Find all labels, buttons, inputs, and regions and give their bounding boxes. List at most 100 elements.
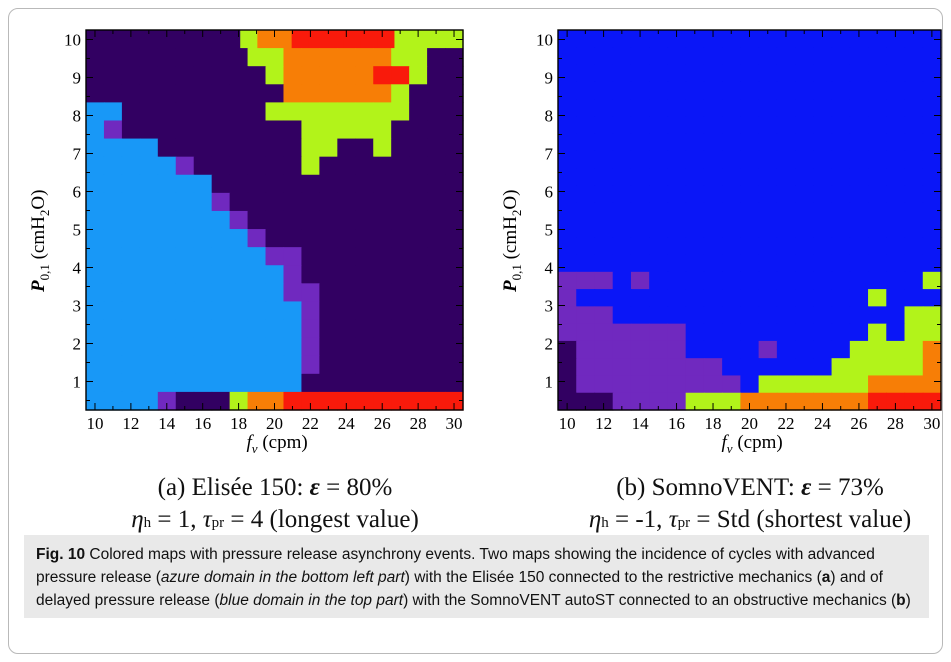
heatmap-cell bbox=[558, 271, 577, 290]
heatmap-cell bbox=[139, 84, 159, 103]
heatmap-cell bbox=[103, 391, 123, 411]
x-tick-label: 18 bbox=[705, 414, 722, 433]
subcaption-a-prefix: (a) Elisée 150: bbox=[157, 474, 304, 501]
heatmap-cell bbox=[175, 174, 195, 194]
heatmap-cell bbox=[722, 271, 741, 290]
heatmap-cell bbox=[904, 150, 924, 169]
heatmap-cell bbox=[223, 30, 241, 49]
heatmap-cell bbox=[776, 30, 796, 48]
heatmap-cell bbox=[813, 185, 833, 204]
heatmap-cell bbox=[831, 150, 851, 169]
heatmap-cell bbox=[86, 84, 105, 103]
heatmap-cell bbox=[247, 337, 267, 357]
heatmap-cell bbox=[355, 156, 374, 176]
heatmap-cell bbox=[558, 340, 577, 359]
heatmap-cell bbox=[337, 138, 356, 158]
heatmap-cell bbox=[445, 265, 464, 284]
heatmap-cell bbox=[649, 271, 669, 290]
heatmap-cell bbox=[247, 84, 267, 103]
heatmap-cell bbox=[649, 306, 669, 325]
x-tick-label: 22 bbox=[302, 414, 319, 433]
heatmap-cell bbox=[813, 323, 833, 342]
x-tick-label: 10 bbox=[559, 414, 576, 433]
heatmap-cell bbox=[922, 150, 942, 169]
heatmap-cell bbox=[831, 47, 851, 66]
heatmap-cell bbox=[283, 120, 303, 140]
heatmap-cell bbox=[649, 116, 669, 135]
heatmap-cell bbox=[813, 168, 833, 187]
heatmap-cell bbox=[193, 174, 213, 194]
heatmap-cell bbox=[685, 116, 705, 135]
heatmap-cell bbox=[776, 150, 796, 169]
heatmap-cell bbox=[849, 150, 869, 169]
x-tick-label: 30 bbox=[446, 414, 463, 433]
heatmap-cell bbox=[391, 265, 410, 284]
heatmap-cell bbox=[193, 355, 213, 375]
heatmap-cell bbox=[193, 210, 213, 230]
heatmap-cell bbox=[211, 84, 231, 103]
heatmap-cell bbox=[630, 358, 650, 377]
heatmap-cell bbox=[103, 229, 123, 248]
heatmap-cell bbox=[157, 120, 177, 140]
heatmap-cell bbox=[103, 265, 123, 284]
heatmap-cell bbox=[904, 133, 924, 152]
heatmap-cell bbox=[576, 375, 596, 394]
heatmap-cell bbox=[740, 220, 760, 238]
heatmap-cell bbox=[703, 220, 723, 238]
heatmap-cell bbox=[229, 301, 249, 321]
heatmap-cell bbox=[904, 358, 924, 377]
x-tick-label: 28 bbox=[410, 414, 427, 433]
heatmap-cell bbox=[868, 220, 887, 238]
heatmap-cell bbox=[813, 340, 833, 359]
heatmap-cell bbox=[86, 66, 105, 85]
heatmap-cell bbox=[247, 210, 267, 230]
heatmap-cell bbox=[337, 391, 356, 411]
heatmap-cell bbox=[265, 102, 285, 122]
heatmap-cell bbox=[758, 30, 778, 48]
heatmap-cell bbox=[121, 66, 141, 85]
heatmap-cell bbox=[849, 306, 869, 325]
heatmap-cell bbox=[886, 185, 906, 204]
heatmap-cell bbox=[630, 99, 650, 117]
heatmap-cell bbox=[868, 271, 887, 290]
heatmap-cell bbox=[247, 247, 267, 266]
heatmap-cell bbox=[391, 174, 410, 194]
heatmap-cell bbox=[795, 168, 814, 187]
heatmap-cell bbox=[630, 220, 650, 238]
heatmap-cell bbox=[594, 81, 614, 100]
heatmap-cell bbox=[776, 237, 796, 256]
heatmap-cell bbox=[922, 392, 942, 411]
heatmap-cell bbox=[558, 237, 577, 256]
heatmap-cell bbox=[121, 319, 141, 339]
heatmap-cell bbox=[849, 220, 869, 238]
heatmap-cell bbox=[265, 66, 285, 85]
heatmap-cell bbox=[229, 66, 249, 85]
heatmap-cell bbox=[758, 323, 778, 342]
heatmap-cell bbox=[121, 265, 141, 284]
heatmap-cell bbox=[594, 99, 614, 117]
heatmap-cell bbox=[667, 150, 687, 169]
heatmap-cell bbox=[776, 202, 796, 221]
heatmap-cell bbox=[795, 99, 814, 117]
x-tick-label: 12 bbox=[595, 414, 612, 433]
x-tick-label: 16 bbox=[668, 414, 685, 433]
heatmap-cell bbox=[667, 237, 687, 256]
heatmap-cell bbox=[409, 210, 428, 230]
heatmap-cell bbox=[722, 237, 741, 256]
heatmap-cell bbox=[740, 271, 760, 290]
heatmap-cell bbox=[175, 391, 195, 411]
heatmap-cell bbox=[193, 229, 213, 248]
figure-caption: Fig. 10 Colored maps with pressure relea… bbox=[24, 535, 929, 618]
heatmap-cell bbox=[776, 64, 796, 83]
heatmap-cell bbox=[849, 30, 869, 48]
y-tick-label: 8 bbox=[73, 107, 82, 126]
heatmap-cell bbox=[576, 150, 596, 169]
y-tick-label: 5 bbox=[73, 221, 82, 240]
heatmap-cell bbox=[445, 102, 464, 122]
heatmap-cell bbox=[391, 355, 410, 375]
x-tick-label: 20 bbox=[741, 414, 758, 433]
heatmap-cell bbox=[630, 81, 650, 100]
heatmap-cell bbox=[776, 220, 796, 238]
heatmap-cell bbox=[319, 265, 338, 284]
